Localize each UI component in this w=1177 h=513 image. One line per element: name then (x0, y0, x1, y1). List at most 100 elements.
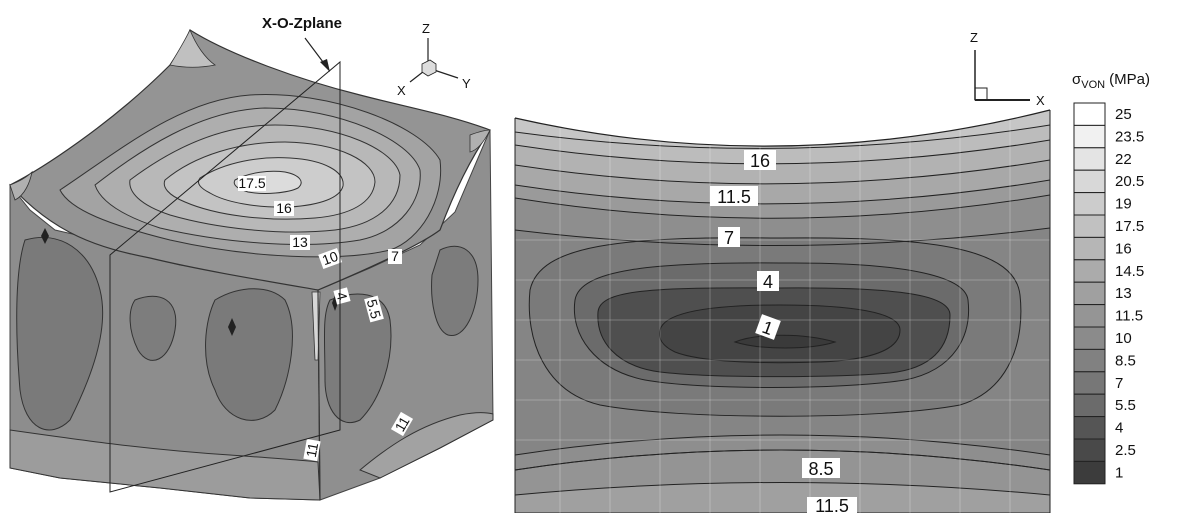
contour-line (515, 194, 1050, 219)
plane-label-1: 1 (755, 314, 781, 340)
top-label-16: 16 (274, 200, 294, 216)
svg-text:8.5: 8.5 (808, 459, 833, 479)
svg-text:11.5: 11.5 (717, 187, 751, 207)
cube-vertical-edge (317, 289, 321, 501)
axis-triad-3d: Z X Y (397, 21, 471, 98)
left-face-marker (41, 228, 49, 244)
legend-swatch (1073, 102, 1106, 126)
svg-text:11: 11 (303, 441, 321, 458)
plane-view: 16 11.5 7 4 1 8.5 11.5 (514, 30, 1051, 513)
plane-label-7: 7 (718, 227, 740, 248)
contour-line (515, 434, 1050, 456)
axis-y-label: Y (462, 76, 471, 91)
legend-level-label: 22 (1115, 151, 1132, 168)
legend-swatch (1073, 281, 1106, 306)
top-label-13: 13 (290, 234, 310, 250)
contour-line (515, 179, 1050, 205)
legend-level-label: 19 (1115, 196, 1132, 213)
plane-label-4: 4 (757, 271, 779, 292)
legend-level-label: 14.5 (1115, 263, 1144, 280)
legend-level-label: 5.5 (1115, 397, 1136, 414)
svg-text:11: 11 (391, 414, 412, 435)
legend-level-label: 1 (1115, 464, 1123, 481)
legend-level-label: 13 (1115, 285, 1132, 302)
side-label-11-right: 11 (390, 411, 414, 437)
legend: σVON (MPa) 25 23.5 22 20.5 19 17.5 16 14.5 13 11.5… (1072, 71, 1150, 485)
legend-swatch (1073, 326, 1106, 350)
x-o-z-plane (109, 60, 341, 493)
svg-text:17.5: 17.5 (238, 175, 265, 191)
legend-swatch (1073, 304, 1106, 328)
legend-swatch (1073, 192, 1106, 216)
contour-line (515, 227, 1050, 246)
plane-label-16: 16 (744, 150, 776, 171)
legend-level-label: 23.5 (1115, 128, 1144, 145)
legend-level-label: 2.5 (1115, 442, 1136, 459)
legend-level-label: 20.5 (1115, 173, 1144, 190)
left-face-region (16, 236, 104, 431)
legend-swatch (1073, 371, 1106, 395)
contour-line (515, 159, 1050, 185)
plane-label-11-5-bottom: 11.5 (807, 496, 857, 513)
contour-line (515, 449, 1050, 471)
legend-swatch (1073, 438, 1106, 462)
axis-triad-2d: Z X (970, 30, 1045, 108)
left-face-marker (228, 318, 236, 336)
contour-line (515, 139, 1050, 165)
legend-swatch (1073, 393, 1106, 418)
legend-level-label: 17.5 (1115, 218, 1144, 235)
svg-text:7: 7 (391, 248, 399, 264)
top-corner-spike (9, 170, 33, 201)
legend-level-label: 16 (1115, 240, 1132, 257)
svg-text:16: 16 (276, 200, 292, 216)
svg-text:7: 7 (724, 228, 734, 248)
left-face-bottom-band (9, 429, 321, 501)
plane-top-edge (514, 109, 1051, 147)
side-label-5-5: 5.5 (364, 295, 385, 323)
legend-level-label: 4 (1115, 420, 1123, 437)
axis2d-z-label: Z (970, 30, 978, 45)
top-corner-spike (469, 129, 491, 153)
cube-view: 17.5 16 13 10 7 4 5.5 11 (9, 15, 494, 501)
axis-x-label: X (397, 83, 406, 98)
right-face-region (431, 245, 479, 336)
legend-level-label: 8.5 (1115, 352, 1136, 369)
top-label-10: 10 (318, 248, 343, 269)
legend-swatch (1073, 460, 1106, 485)
legend-swatch (1073, 259, 1106, 283)
left-face-region (129, 295, 177, 361)
right-face-region (323, 293, 392, 423)
svg-text:11.5: 11.5 (815, 496, 849, 513)
legend-swatch (1073, 236, 1106, 261)
plane-label-8-5: 8.5 (802, 458, 840, 479)
svg-text:4: 4 (763, 272, 773, 292)
contour-line (515, 124, 1050, 149)
legend-title: σVON (MPa) (1072, 71, 1150, 91)
svg-text:16: 16 (750, 151, 770, 171)
svg-text:10: 10 (320, 248, 340, 268)
mesh-grid (515, 110, 1050, 513)
legend-swatches (1073, 102, 1106, 485)
legend-level-label: 7 (1115, 375, 1123, 392)
legend-swatch (1073, 416, 1106, 440)
top-label-7: 7 (388, 248, 402, 264)
legend-swatch (1073, 147, 1106, 171)
legend-level-label: 25 (1115, 106, 1132, 123)
band-bottom-11-5 (515, 482, 1050, 513)
legend-level-label: 11.5 (1115, 308, 1143, 325)
band-1 (733, 334, 837, 349)
legend-swatch (1073, 124, 1106, 149)
top-corner-spike (169, 29, 216, 68)
svg-text:5.5: 5.5 (364, 298, 385, 321)
plane-arrow-head (320, 59, 330, 72)
top-label-17-5: 17.5 (238, 175, 266, 191)
legend-swatch (1073, 214, 1106, 238)
right-face-bottom-band (359, 412, 494, 479)
svg-text:4: 4 (333, 290, 351, 302)
side-label-11-left: 11 (303, 438, 321, 462)
left-face-region (205, 288, 293, 421)
plane-label: X-O-Zplane (262, 15, 342, 32)
band-2-5 (659, 304, 901, 364)
side-label-4: 4 (333, 287, 351, 305)
